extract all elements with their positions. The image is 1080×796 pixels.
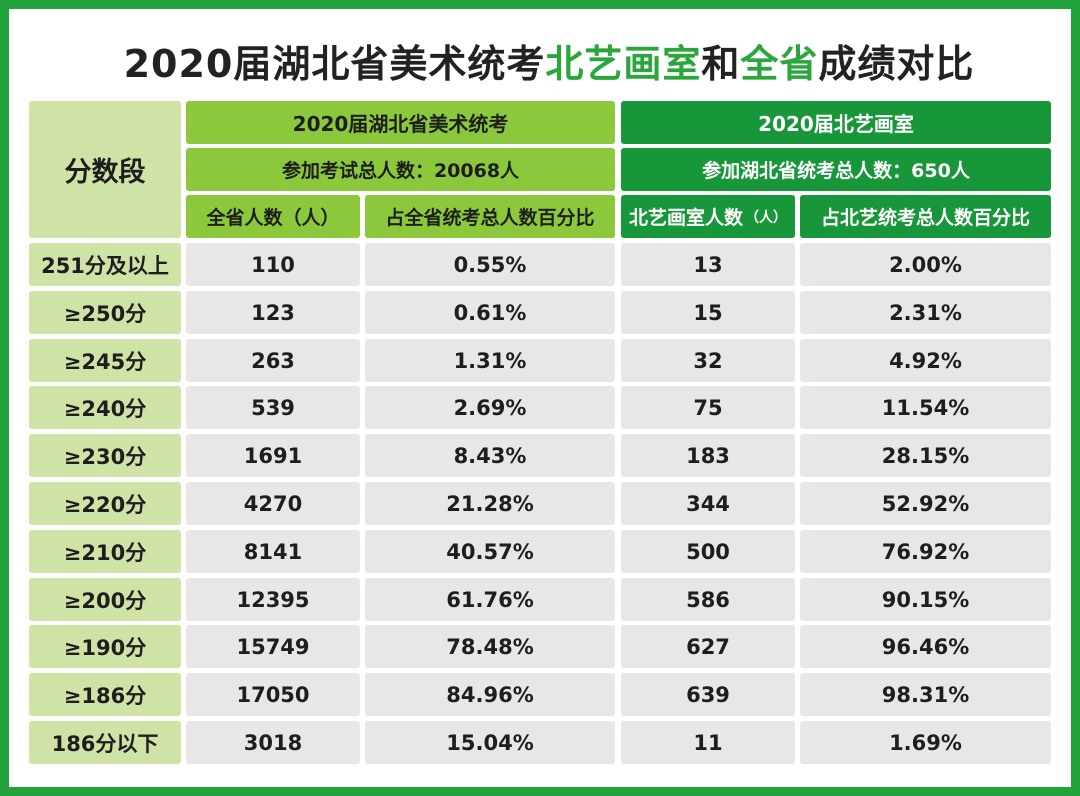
cell-studio-pct: 4.92% <box>800 339 1051 382</box>
cell-province-pct: 21.28% <box>365 482 615 525</box>
cell-studio-count: 627 <box>621 625 795 668</box>
cell-studio-count: 500 <box>621 530 795 573</box>
cell-studio-pct: 1.69% <box>800 721 1051 764</box>
cell-province-pct: 61.76% <box>365 578 615 621</box>
cell-province-count: 3018 <box>186 721 360 764</box>
row-score-range: ≥220分 <box>29 482 181 525</box>
cell-province-pct: 40.57% <box>365 530 615 573</box>
row-score-range: ≥240分 <box>29 386 181 429</box>
row-score-range: ≥200分 <box>29 578 181 621</box>
col-header-province-pct: 占全省统考总人数百分比 <box>365 195 615 238</box>
cell-province-count: 8141 <box>186 530 360 573</box>
cell-studio-pct: 96.46% <box>800 625 1051 668</box>
title-highlight-province: 全省 <box>740 42 819 86</box>
cell-province-pct: 2.69% <box>365 386 615 429</box>
col-header-studio-pct: 占北艺统考总人数百分比 <box>800 195 1051 238</box>
row-score-range: ≥230分 <box>29 434 181 477</box>
col-header-studio-count: 北艺画室人数 （人） <box>621 195 795 238</box>
cell-studio-pct: 76.92% <box>800 530 1051 573</box>
cell-studio-count: 11 <box>621 721 795 764</box>
row-score-range: ≥190分 <box>29 625 181 668</box>
row-score-range: ≥186分 <box>29 673 181 716</box>
cell-studio-pct: 2.31% <box>800 291 1051 334</box>
row-score-range: 186分以下 <box>29 721 181 764</box>
title-part-5: 成绩对比 <box>818 42 975 86</box>
cell-studio-count: 13 <box>621 243 795 286</box>
col-header-studio-count-unit: （人） <box>745 209 787 226</box>
cell-studio-pct: 98.31% <box>800 673 1051 716</box>
cell-province-pct: 1.31% <box>365 339 615 382</box>
studio-total-header: 参加湖北省统考总人数：650人 <box>621 148 1051 191</box>
cell-studio-pct: 28.15% <box>800 434 1051 477</box>
cell-province-pct: 78.48% <box>365 625 615 668</box>
cell-province-count: 12395 <box>186 578 360 621</box>
cell-studio-count: 32 <box>621 339 795 382</box>
cell-province-pct: 0.55% <box>365 243 615 286</box>
cell-studio-count: 75 <box>621 386 795 429</box>
corner-score-range-header: 分数段 <box>29 101 181 238</box>
cell-studio-count: 15 <box>621 291 795 334</box>
cell-province-pct: 15.04% <box>365 721 615 764</box>
cell-studio-pct: 2.00% <box>800 243 1051 286</box>
row-score-range: ≥245分 <box>29 339 181 382</box>
cell-province-pct: 8.43% <box>365 434 615 477</box>
cell-studio-pct: 11.54% <box>800 386 1051 429</box>
page-title: 2020届湖北省美术统考北艺画室和全省成绩对比 <box>9 39 1080 89</box>
cell-province-pct: 84.96% <box>365 673 615 716</box>
title-part-1: 2020届湖北省美术统考 <box>123 42 546 86</box>
col-header-studio-count-label: 北艺画室人数 <box>628 207 743 229</box>
cell-studio-pct: 52.92% <box>800 482 1051 525</box>
studio-header: 2020届北艺画室 <box>621 101 1051 144</box>
cell-province-count: 4270 <box>186 482 360 525</box>
cell-province-count: 539 <box>186 386 360 429</box>
cell-studio-pct: 90.15% <box>800 578 1051 621</box>
province-exam-header: 2020届湖北省美术统考 <box>186 101 615 144</box>
title-highlight-studio: 北艺画室 <box>545 42 702 86</box>
row-score-range: ≥250分 <box>29 291 181 334</box>
cell-studio-count: 183 <box>621 434 795 477</box>
cell-province-count: 15749 <box>186 625 360 668</box>
cell-province-count: 263 <box>186 339 360 382</box>
cell-province-count: 123 <box>186 291 360 334</box>
title-part-3: 和 <box>701 42 741 86</box>
cell-province-count: 17050 <box>186 673 360 716</box>
cell-studio-count: 344 <box>621 482 795 525</box>
cell-province-count: 1691 <box>186 434 360 477</box>
province-total-header: 参加考试总人数：20068人 <box>186 148 615 191</box>
cell-province-count: 110 <box>186 243 360 286</box>
row-score-range: 251分及以上 <box>29 243 181 286</box>
cell-province-pct: 0.61% <box>365 291 615 334</box>
row-score-range: ≥210分 <box>29 530 181 573</box>
cell-studio-count: 586 <box>621 578 795 621</box>
cell-studio-count: 639 <box>621 673 795 716</box>
col-header-province-count: 全省人数（人） <box>186 195 360 238</box>
